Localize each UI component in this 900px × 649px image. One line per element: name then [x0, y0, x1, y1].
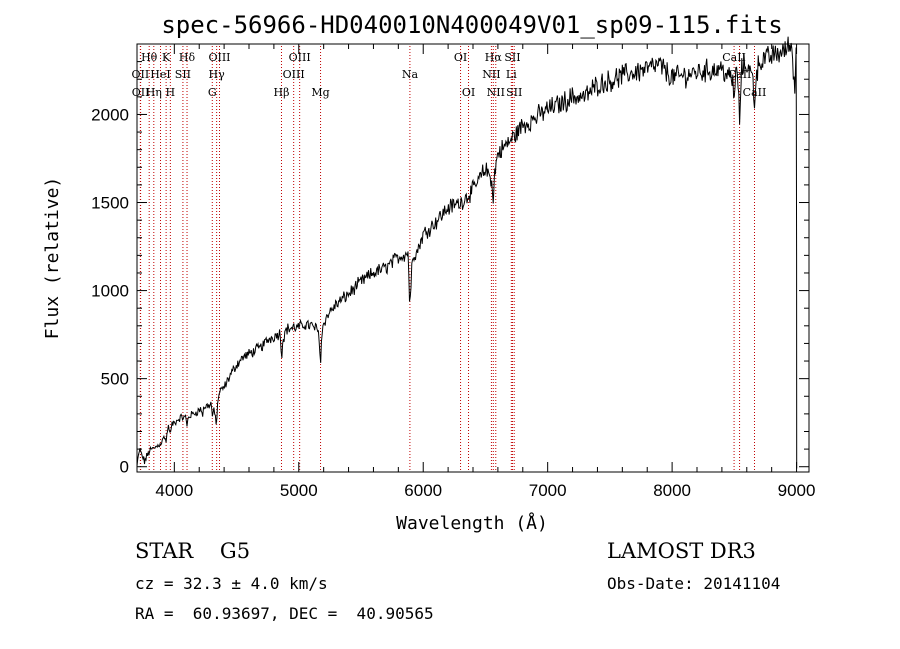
- spectral-line-label: Hη: [146, 86, 162, 99]
- spectral-line-label: OII: [132, 86, 150, 99]
- object-class: STAR G5: [135, 539, 251, 563]
- spectrum-series-line: [136, 36, 798, 469]
- spectral-line-label: SII: [175, 68, 191, 81]
- chart-title: spec-56966-HD040010N400049V01_sp09-115.f…: [161, 11, 782, 39]
- spectral-line-label: CaII: [722, 51, 746, 64]
- spectral-line-label: OII: [132, 68, 150, 81]
- x-tick-label: 7000: [529, 481, 567, 500]
- survey-name: LAMOST DR3: [607, 539, 756, 563]
- spectral-line-label: G: [208, 86, 217, 99]
- spectral-line-label: Hα: [485, 51, 503, 64]
- radec-text: RA = 60.93697, DEC = 40.90565: [135, 604, 434, 623]
- spectral-line-label: OIII: [208, 51, 230, 64]
- y-tick-label: 500: [101, 370, 129, 389]
- spectral-line-label: OI: [454, 51, 467, 64]
- spectral-line-label: SII: [504, 51, 520, 64]
- spectral-line-label: NII: [487, 86, 505, 99]
- spectral-line-label: CaII: [743, 86, 767, 99]
- x-tick-label: 8000: [653, 481, 691, 500]
- y-tick-label: 1500: [91, 194, 129, 213]
- y-tick-label: 2000: [91, 105, 129, 124]
- obs-date-text: Obs-Date: 20141104: [607, 574, 781, 593]
- y-tick-label: 0: [120, 458, 129, 477]
- spectral-line-label: Hβ: [274, 86, 290, 99]
- spectral-line-label: Li: [506, 68, 517, 81]
- y-axis-label: Flux (relative): [42, 177, 63, 340]
- spectral-line-label: H: [166, 86, 176, 99]
- spectral-line-label: K: [162, 51, 171, 64]
- spectral-line-label: NII: [482, 68, 500, 81]
- spectral-line-label: CaII: [728, 68, 752, 81]
- y-tick-label: 1000: [91, 282, 129, 301]
- spectral-line-label: Na: [402, 68, 419, 81]
- spectral-line-label: SII: [506, 86, 522, 99]
- spectral-line-label: Hδ: [179, 51, 196, 64]
- spectral-line-label: HeI: [150, 68, 170, 81]
- x-tick-label: 4000: [155, 481, 193, 500]
- plot-frame: [136, 43, 810, 473]
- x-tick-label: 5000: [280, 481, 318, 500]
- y-axis: 0 500 1000 1500 2000: [91, 61, 809, 477]
- redshift-text: cz = 32.3 ± 4.0 km/s: [135, 574, 328, 593]
- spectral-line-label: OI: [462, 86, 475, 99]
- spectral-line-markers: [139, 46, 755, 472]
- x-axis: 4000 5000 6000 7000 8000 9000: [155, 44, 815, 500]
- spectral-line-label: OIII: [289, 51, 311, 64]
- spectral-line-label: OIII: [283, 68, 305, 81]
- x-tick-label: 6000: [404, 481, 442, 500]
- spectral-line-label: Hγ: [209, 68, 226, 81]
- x-axis-label: Wavelength (Å): [396, 512, 548, 534]
- spectral-line-label: Hθ: [141, 51, 158, 64]
- x-tick-label: 9000: [778, 481, 816, 500]
- spectral-line-label: Mg: [311, 86, 329, 99]
